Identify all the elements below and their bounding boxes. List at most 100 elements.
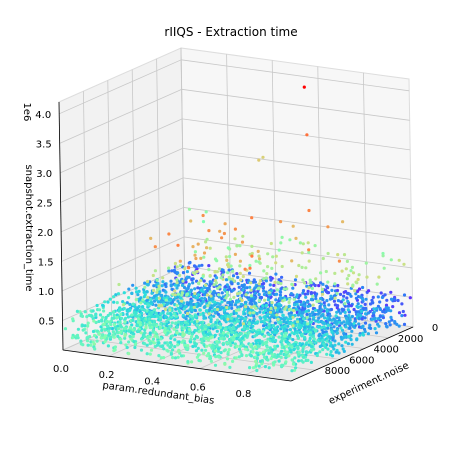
data-point — [222, 308, 226, 312]
data-point — [206, 304, 210, 308]
data-point — [174, 307, 178, 311]
data-point — [265, 272, 269, 276]
data-point — [258, 310, 262, 314]
data-point — [396, 298, 400, 303]
data-point — [215, 340, 219, 344]
data-point — [335, 320, 340, 324]
data-point — [285, 297, 289, 301]
data-point — [329, 323, 333, 327]
data-point — [176, 306, 180, 311]
data-point — [359, 304, 363, 308]
data-point — [256, 249, 260, 253]
data-point — [314, 294, 318, 298]
data-point — [381, 310, 385, 314]
data-point — [390, 318, 394, 322]
data-point — [357, 316, 361, 320]
data-point — [253, 291, 258, 295]
x-tick-label: 0.4 — [144, 376, 160, 387]
data-point — [345, 259, 349, 263]
data-point — [268, 310, 273, 314]
data-point — [223, 314, 227, 318]
data-point — [329, 307, 334, 312]
data-point — [145, 352, 149, 356]
data-point — [261, 330, 265, 334]
data-point — [202, 251, 207, 255]
data-point — [264, 279, 268, 283]
data-point — [148, 298, 152, 302]
data-point — [209, 315, 213, 319]
data-point — [223, 327, 227, 331]
data-point — [111, 330, 115, 334]
data-point — [206, 286, 210, 291]
data-point — [215, 329, 219, 333]
data-point — [384, 322, 388, 326]
data-point — [180, 321, 184, 326]
data-point — [232, 279, 236, 283]
data-point — [141, 298, 145, 302]
data-point — [115, 301, 119, 305]
data-point — [266, 265, 270, 269]
data-point — [213, 257, 218, 261]
data-point — [253, 286, 257, 290]
data-point — [248, 366, 252, 370]
data-point — [295, 331, 299, 335]
data-point — [339, 326, 343, 330]
data-point — [85, 339, 90, 343]
data-point — [208, 274, 212, 278]
x-tick-label: 0.2 — [99, 370, 115, 381]
data-point — [207, 264, 211, 268]
data-point — [127, 352, 131, 356]
data-point — [174, 321, 178, 325]
data-point — [278, 293, 282, 297]
data-point — [179, 304, 183, 308]
data-point — [321, 348, 325, 352]
data-point — [162, 347, 166, 351]
data-point — [226, 263, 230, 267]
data-point — [299, 325, 303, 330]
data-point — [274, 272, 278, 276]
data-point — [231, 330, 235, 334]
data-point — [224, 278, 229, 282]
data-point — [305, 341, 309, 345]
data-point — [227, 268, 231, 272]
data-point — [201, 213, 205, 218]
data-point — [207, 297, 212, 301]
data-point — [97, 308, 102, 312]
data-point — [320, 287, 324, 291]
data-point — [197, 282, 201, 286]
data-point — [241, 322, 245, 326]
data-point — [264, 276, 268, 280]
data-point — [290, 259, 294, 263]
data-point — [366, 311, 371, 315]
data-point — [266, 298, 270, 302]
data-point — [116, 327, 120, 331]
data-point — [193, 308, 197, 313]
data-point — [287, 300, 291, 304]
data-point — [250, 244, 254, 248]
data-point — [232, 295, 236, 299]
data-point — [221, 295, 225, 299]
data-point — [175, 272, 179, 276]
data-point — [325, 332, 329, 336]
data-point — [366, 332, 370, 336]
data-point — [157, 296, 161, 300]
data-point — [330, 354, 335, 358]
data-point — [250, 254, 254, 258]
data-point — [313, 308, 318, 312]
data-point — [130, 291, 134, 295]
data-point — [136, 329, 140, 333]
data-point — [159, 337, 163, 341]
data-point — [347, 273, 351, 278]
data-point — [81, 324, 85, 328]
data-point — [207, 329, 211, 333]
data-point — [326, 251, 330, 256]
data-point — [317, 299, 321, 303]
x-tick-label: 0.8 — [235, 389, 251, 400]
data-point — [137, 305, 141, 309]
data-point — [228, 254, 232, 259]
data-point — [318, 350, 322, 354]
data-point — [326, 326, 330, 330]
data-point — [208, 343, 212, 347]
data-point — [238, 291, 242, 295]
data-point — [314, 319, 318, 323]
